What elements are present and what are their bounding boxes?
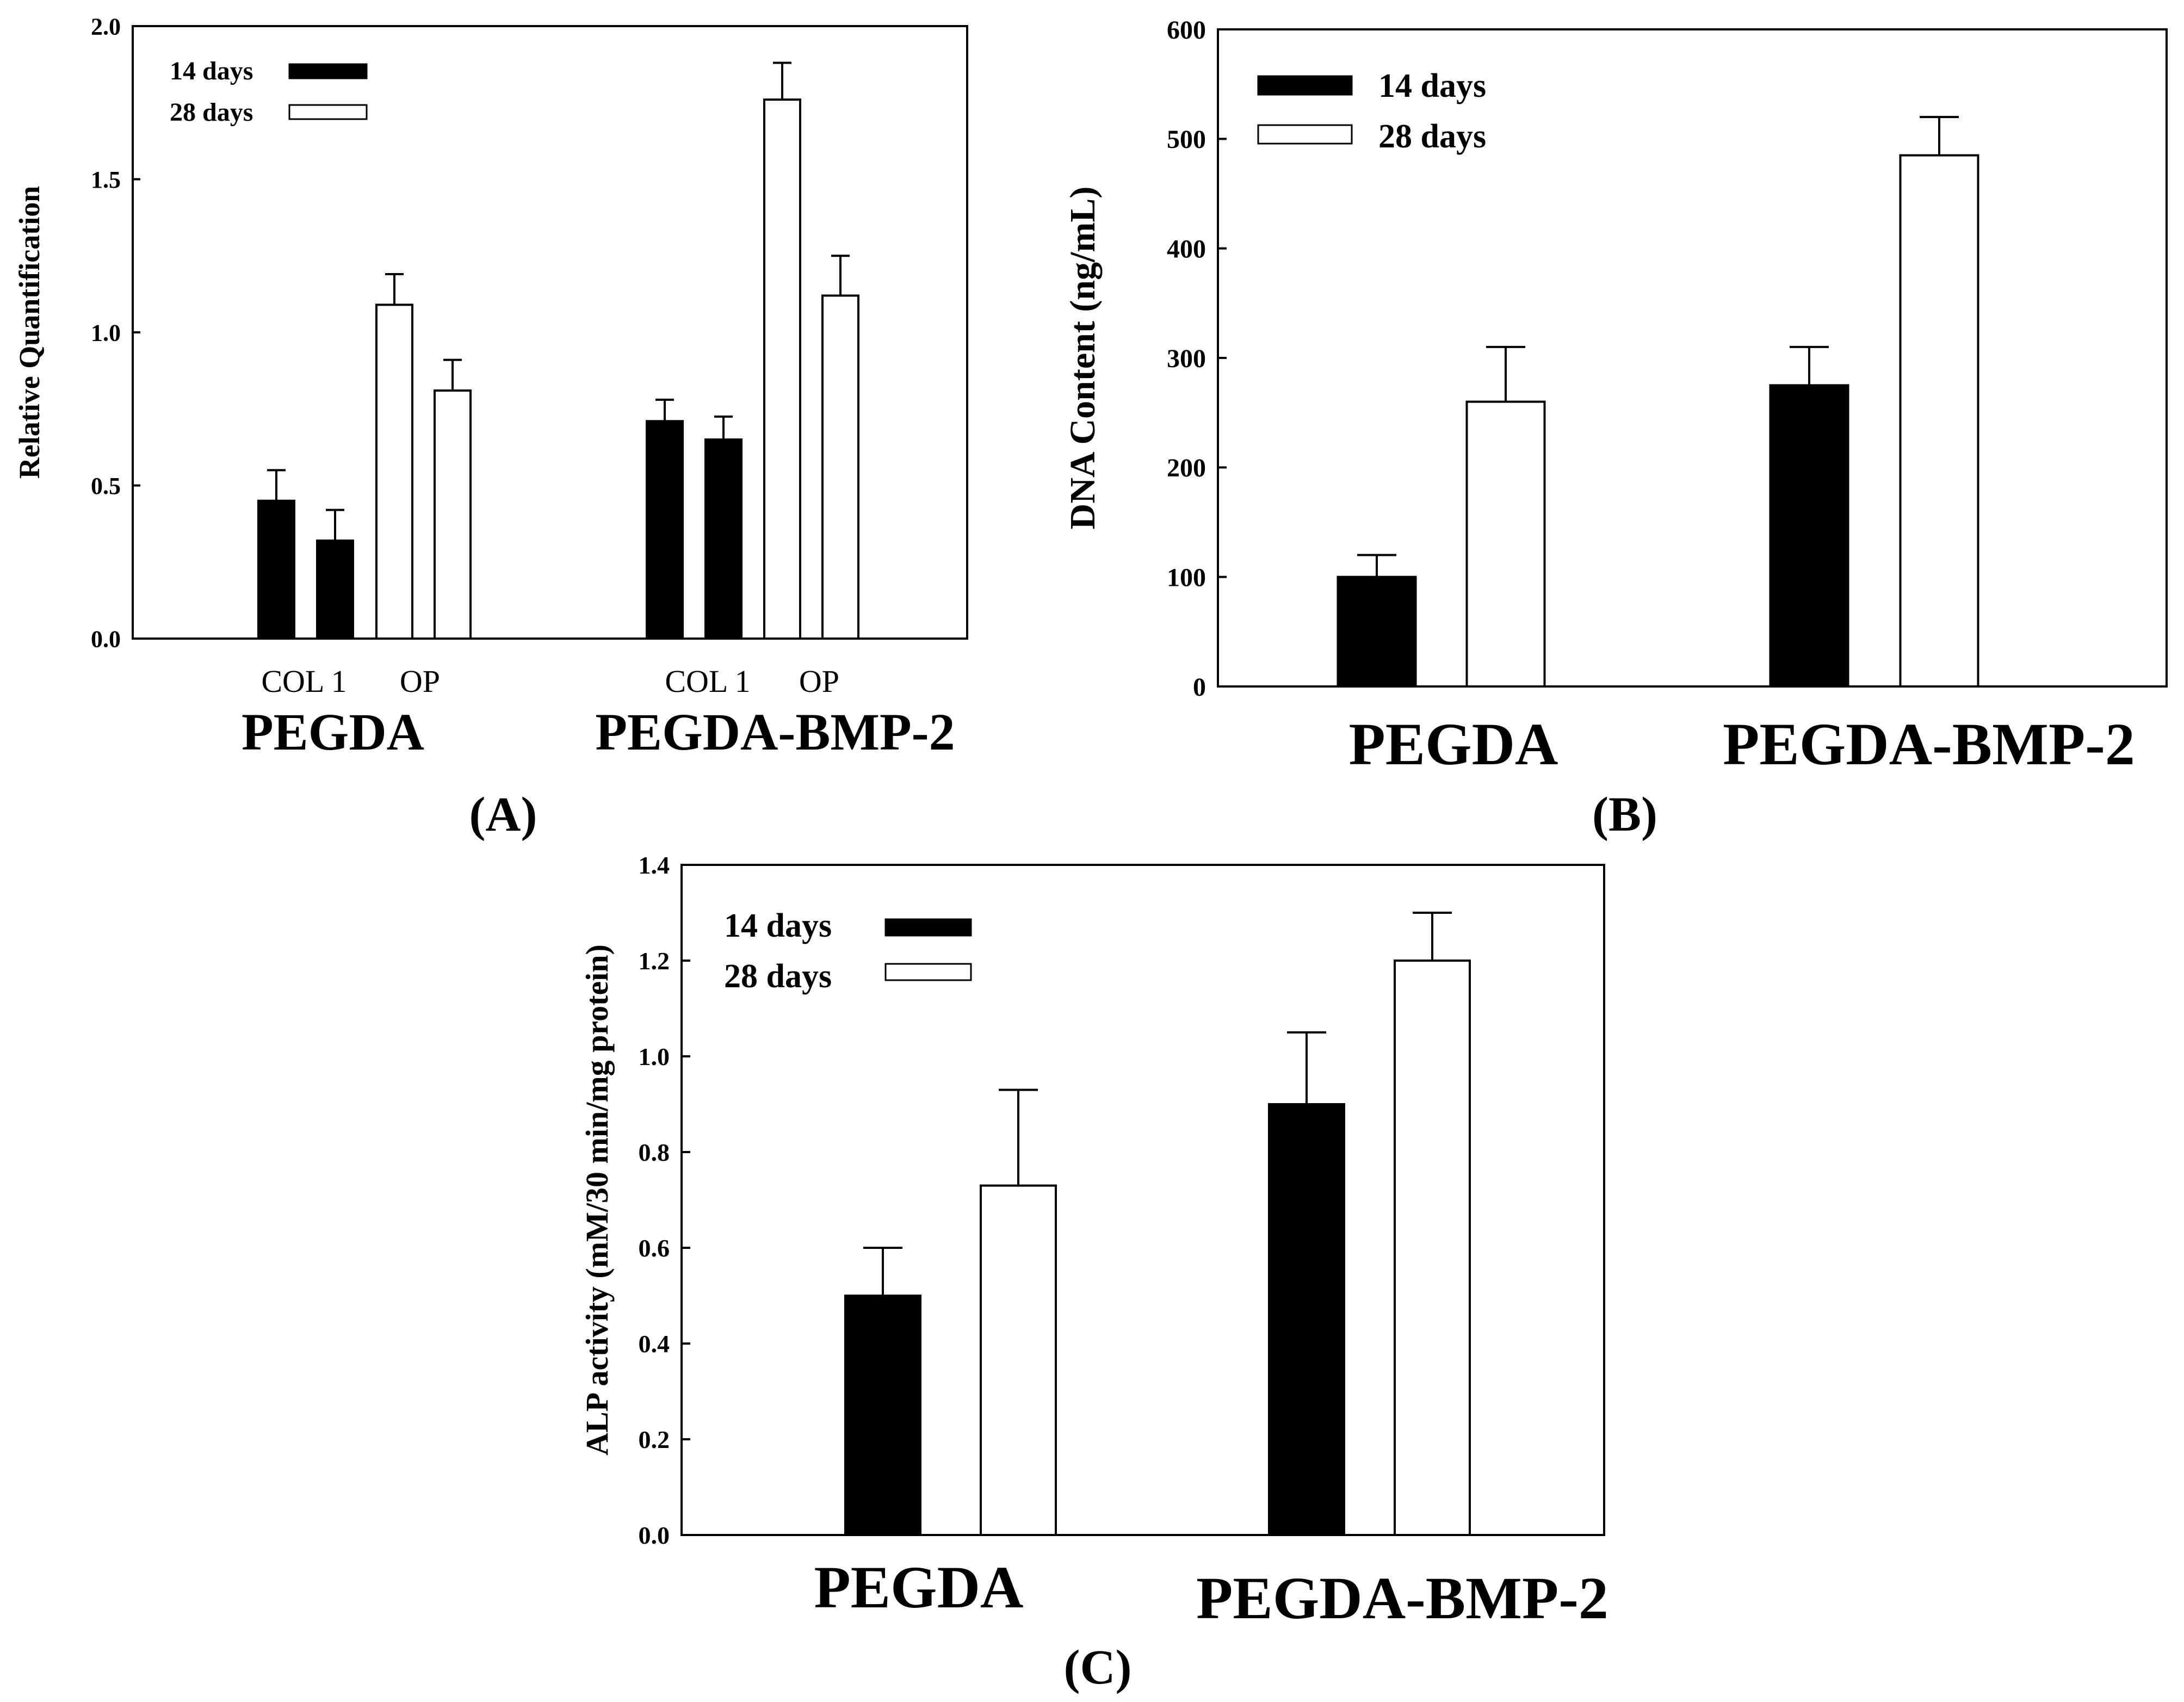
panel-c-category-label-pegda: PEGDA [814, 1554, 1024, 1620]
panel-b-y-tick-label: 500 [1167, 125, 1206, 154]
panel-c-plot-frame [680, 864, 1605, 1536]
panel-a-bar-14-days [646, 420, 684, 640]
panel-c-y-tick-label: 0.6 [639, 1234, 670, 1262]
panel-a-subcategory-col1-pegda: COL 1 [261, 664, 347, 699]
panel-b-category-label-pegda: PEGDA [1349, 711, 1558, 777]
panel-c-y-tick-label: 1.4 [639, 851, 670, 879]
panel-a-bar-28-days [375, 304, 413, 640]
panel-c-legend-swatch-14-days [884, 918, 972, 937]
panel-c: 0.0 0.2 0.4 0.6 0.8 1.0 1.2 1.4 ALP activity (m… [579, 851, 1608, 1694]
panel-a-y-tick-label: 1.5 [91, 166, 121, 193]
panel-b-bar-14-days [1337, 575, 1417, 688]
panel-c-bar-28-days [1394, 960, 1471, 1536]
panel-b-y-tick-label: 100 [1167, 563, 1206, 592]
panel-a-group-label-pegda-bmp2: PEGDA-BMP-2 [595, 703, 955, 761]
panel-b-legend-label-28-days: 28 days [1378, 118, 1486, 155]
panel-c-y-tick-label: 0.8 [639, 1138, 670, 1166]
panel-a-y-tick-label: 1.0 [91, 319, 121, 346]
panel-b-legend: 14 days 28 days [1257, 67, 1486, 155]
panel-a-bar-28-days [434, 389, 472, 640]
panel-b-category-label-pegda-bmp2: PEGDA-BMP-2 [1723, 711, 2135, 777]
panel-a-subcategory-col1-bmp2: COL 1 [665, 664, 750, 699]
panel-c-label: (C) [1064, 1641, 1132, 1694]
panel-c-legend: 14 days 28 days [724, 907, 972, 995]
panel-c-bar-14-days [844, 1295, 921, 1536]
panel-a-bar-14-days [257, 499, 295, 640]
panel-a-legend-swatch-28-days [288, 104, 368, 120]
panel-b-y-tick-label: 200 [1167, 454, 1206, 482]
panel-a-y-tick-label: 0.0 [91, 626, 121, 652]
panel-b-legend-label-14-days: 14 days [1378, 67, 1486, 104]
panel-a-legend: 14 days 28 days [170, 57, 368, 127]
panel-a-group-label-pegda: PEGDA [242, 703, 424, 761]
panel-b-legend-swatch-28-days [1257, 124, 1353, 145]
panel-c-bar-14-days [1268, 1103, 1345, 1536]
panel-b-y-tick-label: 400 [1167, 234, 1206, 263]
panel-b-y-tick-label: 0 [1193, 673, 1206, 702]
panel-c-legend-label-28-days: 28 days [724, 958, 832, 995]
panel-a-bar-28-days [763, 98, 801, 640]
panel-b-legend-swatch-14-days [1257, 75, 1353, 96]
panel-a-bar-28-days [821, 294, 859, 640]
panel-a-y-tick-label: 2.0 [91, 13, 121, 40]
panel-a-bar-14-days [316, 539, 354, 640]
panel-c-y-tick-label: 1.0 [639, 1043, 670, 1070]
panel-b-y-axis-label: DNA Content (ng/mL) [1063, 187, 1103, 530]
panel-a-legend-swatch-14-days [288, 63, 368, 79]
panel-a-bar-14-days [704, 438, 743, 640]
panel-c-y-tick-label: 0.0 [639, 1521, 670, 1549]
panel-b-label: (B) [1592, 788, 1657, 841]
panel-a-legend-label-14-days: 14 days [170, 57, 253, 85]
panel-b-bar-28-days [1465, 400, 1546, 688]
panel-c-bar-28-days [980, 1184, 1057, 1537]
panel-b-bar-28-days [1899, 154, 1979, 688]
panel-a: 0.00.51.01.52.0 Relative Quantification … [13, 13, 968, 841]
panel-a-legend-label-28-days: 28 days [170, 98, 253, 127]
panel-a-subcategory-op-pegda: OP [400, 664, 440, 699]
panel-a-subcategory-op-bmp2: OP [799, 664, 839, 699]
panel-c-legend-swatch-28-days [884, 963, 972, 981]
panel-c-y-tick-label: 0.4 [639, 1330, 670, 1358]
panel-c-legend-label-14-days: 14 days [724, 907, 832, 944]
panel-c-category-label-pegda-bmp2: PEGDA-BMP-2 [1196, 1565, 1608, 1631]
panel-a-y-axis-label: Relative Quantification [13, 186, 46, 479]
panel-c-y-axis-label: ALP activity (mM/30 min/mg protein) [579, 944, 615, 1456]
panel-a-label: (A) [469, 788, 537, 841]
panel-c-y-tick-label: 0.2 [639, 1426, 670, 1453]
panel-c-y-tick-label: 1.2 [639, 947, 670, 975]
panel-a-y-tick-label: 0.5 [91, 473, 121, 499]
panel-b-y-tick-label: 300 [1167, 344, 1206, 373]
panel-b-y-tick-label: 600 [1167, 16, 1206, 45]
panel-b-bar-14-days [1769, 384, 1849, 688]
